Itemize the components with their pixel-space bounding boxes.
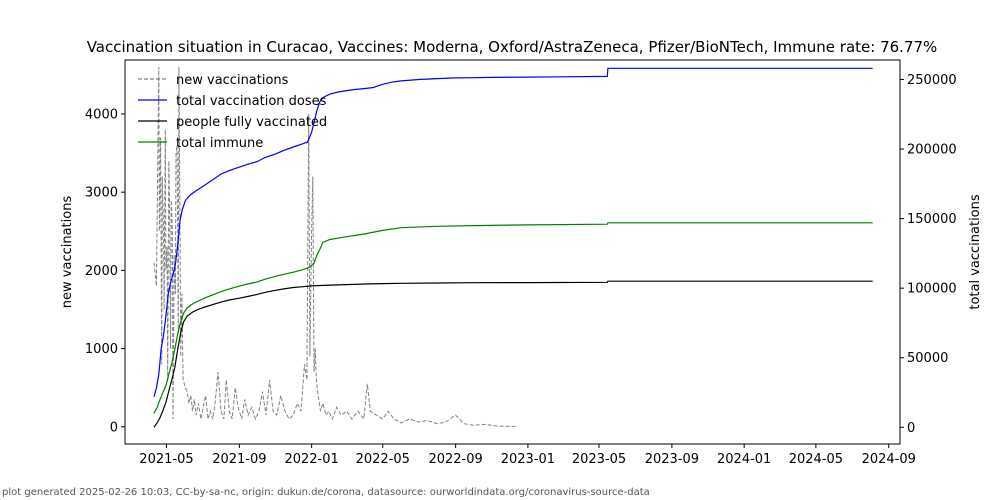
x-tick-label: 2023-01 — [501, 452, 555, 467]
x-tick-label: 2022-05 — [356, 452, 410, 467]
y-right-tick-label: 100000 — [907, 282, 957, 297]
x-tick-label: 2024-05 — [789, 452, 843, 467]
x-tick-label: 2023-09 — [645, 452, 699, 467]
y-right-tick-label: 50000 — [907, 351, 948, 366]
footer-note: plot generated 2025-02-26 10:03, CC-by-s… — [2, 487, 650, 498]
y-right-tick-label: 200000 — [907, 143, 957, 158]
y-axis-right-label: total vaccinations — [968, 194, 983, 310]
legend-label-1: new vaccinations — [176, 73, 289, 88]
plot-area — [153, 66, 873, 428]
legend-label-4: total immune — [176, 136, 263, 151]
plot-frame — [124, 59, 901, 445]
legend: new vaccinations total vaccination doses p… — [138, 73, 327, 151]
y-left-tick-label: 4000 — [85, 107, 118, 122]
y-left-tick-label: 0 — [110, 420, 118, 435]
y-right-tick-label: 250000 — [907, 73, 957, 88]
y-left-tick-label: 3000 — [85, 186, 118, 201]
y-axis-left-label: new vaccinations — [60, 196, 75, 309]
x-tick-label: 2024-01 — [717, 452, 771, 467]
y-right-tick-label: 150000 — [907, 212, 957, 227]
chart-title: Vaccination situation in Curacao, Vaccin… — [87, 38, 938, 56]
series-line-1 — [153, 66, 518, 427]
x-tick-label: 2022-01 — [284, 452, 338, 467]
x-tick-label: 2021-09 — [212, 452, 266, 467]
y-left-tick-label: 1000 — [85, 342, 118, 357]
series-line-3 — [153, 280, 873, 428]
legend-label-3: people fully vaccinated — [176, 115, 327, 130]
x-tick-label: 2024-09 — [862, 452, 916, 467]
x-tick-label: 2022-09 — [428, 452, 482, 467]
y-right-tick-label: 0 — [907, 421, 915, 436]
x-tick-label: 2023-05 — [572, 452, 626, 467]
series-line-2 — [153, 67, 873, 397]
x-tick-label: 2021-05 — [139, 452, 193, 467]
series-line-4 — [153, 222, 873, 414]
y-left-tick-label: 2000 — [85, 264, 118, 279]
legend-label-2: total vaccination doses — [176, 94, 327, 109]
axes: 2021-05 2021-09 2022-01 2022-05 2022-09 2023-… — [85, 73, 957, 467]
